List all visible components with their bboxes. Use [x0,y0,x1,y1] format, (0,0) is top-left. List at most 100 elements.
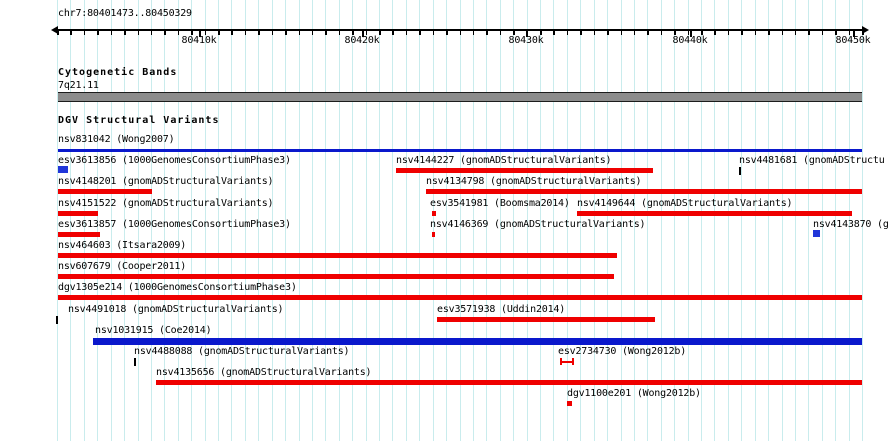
axis-minor-tick [781,30,783,35]
axis-minor-tick [258,30,260,35]
feature-label-nsv464603[interactable]: nsv464603 (Itsara2009) [58,240,187,251]
axis-major-tick [526,30,528,37]
feature-bar-nsv4151522[interactable] [58,210,98,216]
feature-label-dgv1305e214[interactable]: dgv1305e214 (1000GenomesConsortiumPhase3… [58,282,297,294]
feature-point-nsv4488088[interactable] [134,358,136,366]
grid-line [231,0,233,441]
grid-line [472,0,474,441]
axis-minor-tick [741,30,743,35]
axis-minor-tick [472,30,475,35]
feature-label-nsv607679[interactable]: nsv607679 (Cooper2011) [58,261,187,273]
feature-point-nsv4491018[interactable] [56,315,58,324]
feature-point-nsv4481681[interactable] [739,167,741,176]
axis-minor-tick [97,30,99,35]
axis-minor-tick [218,30,220,35]
feature-label-nsv4149644[interactable]: nsv4149644 (gnomADStructuralVariants) [577,197,793,209]
grid-line [379,0,380,441]
feature-label-nsv4143870[interactable]: nsv4143870 (g [813,218,889,230]
feature-line-nsv831042[interactable] [58,149,862,152]
axis-minor-tick [419,30,421,35]
feature-label-nsv4148201[interactable]: nsv4148201 (gnomADStructuralVariants) [58,176,274,188]
axis-minor-tick [835,30,837,35]
feature-box-esv3613856[interactable] [58,166,68,174]
axis-tick-label: 80440k [672,35,708,46]
feature-bar-nsv4134798[interactable] [426,189,862,195]
axis-minor-tick [862,30,864,35]
feature-label-nsv4146369[interactable]: nsv4146369 (gnomADStructuralVariants) [430,218,646,230]
feature-label-nsv1031915[interactable]: nsv1031915 (Coe2014) [95,324,212,336]
feature-label-esv3613856[interactable]: esv3613856 (1000GenomesConsortiumPhase3) [58,155,291,167]
axis-minor-tick [365,30,368,35]
feature-bar-nsv607679[interactable] [58,274,614,280]
feature-label-nsv4488088[interactable]: nsv4488088 (gnomADStructuralVariants) [134,346,350,357]
grid-line [83,0,85,441]
feature-bar-nsv4144227[interactable] [396,168,653,174]
grid-line [258,0,260,441]
axis-minor-tick [137,30,139,35]
feature-label-dgv1100e201[interactable]: dgv1100e201 (Wong2012b) [567,388,701,400]
axis-arrow-left-icon [51,26,58,34]
axis-minor-tick [57,30,59,35]
feature-bracket-esv2734730[interactable] [560,358,574,365]
grid-line [325,0,327,441]
axis-minor-tick [244,30,247,35]
feature-label-nsv4151522[interactable]: nsv4151522 (gnomADStructuralVariants) [58,197,274,209]
feature-bar-nsv4135656[interactable] [156,380,862,386]
feature-bar-dgv1305e214[interactable] [58,295,862,301]
axis-major-tick [853,30,855,37]
grid-line [365,0,367,441]
grid-line [392,0,394,441]
grid-line [446,0,448,441]
feature-label-nsv4134798[interactable]: nsv4134798 (gnomADStructuralVariants) [426,176,642,188]
cytoband-label: 7q21.11 [58,80,99,91]
feature-bar-nsv464603[interactable] [58,253,617,258]
feature-box-nsv4143870[interactable] [813,229,820,237]
cytoband-bar-7q21-11[interactable] [58,92,862,102]
axis-tick-label: 80430k [508,35,544,46]
axis-minor-tick [392,30,394,35]
feature-bar-esv3613857[interactable] [58,231,100,237]
grid-line [218,0,219,441]
axis-minor-tick [352,30,354,35]
feature-label-nsv4135656[interactable]: nsv4135656 (gnomADStructuralVariants) [156,367,372,379]
feature-bar-nsv4148201[interactable] [58,189,152,195]
feature-box-nsv4146369[interactable] [432,231,435,237]
grid-line [540,0,541,441]
feature-label-esv3541981[interactable]: esv3541981 (Boomsma2014) [430,197,570,209]
feature-bracket-line-esv2734730 [562,360,572,363]
feature-bar-nsv4149644[interactable] [577,210,852,216]
grid-line [110,0,112,441]
axis-minor-tick [459,30,461,35]
grid-line [97,0,99,441]
grid-line [835,0,837,441]
feature-bar-esv3571938[interactable] [437,316,655,322]
axis-minor-tick [848,30,851,35]
feature-box-esv3541981[interactable] [432,210,436,216]
axis-minor-tick [311,30,314,35]
feature-label-esv3571938[interactable]: esv3571938 (Uddin2014) [437,303,566,315]
grid-line [244,0,246,441]
axis-minor-tick [553,30,555,35]
grid-line [781,0,783,441]
axis-minor-tick [768,30,770,35]
feature-label-esv3613857[interactable]: esv3613857 (1000GenomesConsortiumPhase3) [58,218,291,230]
feature-bar-nsv1031915[interactable] [93,337,862,345]
grid-line [459,0,461,441]
dgv-track-heading: DGV Structural Variants [58,115,220,126]
grid-line [674,0,676,441]
feature-label-nsv4481681[interactable]: nsv4481681 (gnomADStructu [739,155,885,167]
axis-minor-tick [794,30,797,35]
grid-line [177,0,179,441]
axis-minor-tick [580,30,582,35]
feature-box-dgv1100e201[interactable] [567,401,572,407]
axis-minor-tick [110,30,113,35]
feature-label-esv2734730[interactable]: esv2734730 (Wong2012b) [558,346,687,357]
feature-label-nsv4144227[interactable]: nsv4144227 (gnomADStructuralVariants) [396,155,612,167]
axis-major-tick [199,30,201,37]
feature-label-nsv831042[interactable]: nsv831042 (Wong2007) [58,134,175,145]
axis-minor-tick [204,30,207,35]
axis-minor-tick [566,30,569,35]
axis-minor-tick [150,30,153,35]
feature-label-nsv4491018[interactable]: nsv4491018 (gnomADStructuralVariants) [68,303,284,315]
axis-minor-tick [727,30,730,35]
